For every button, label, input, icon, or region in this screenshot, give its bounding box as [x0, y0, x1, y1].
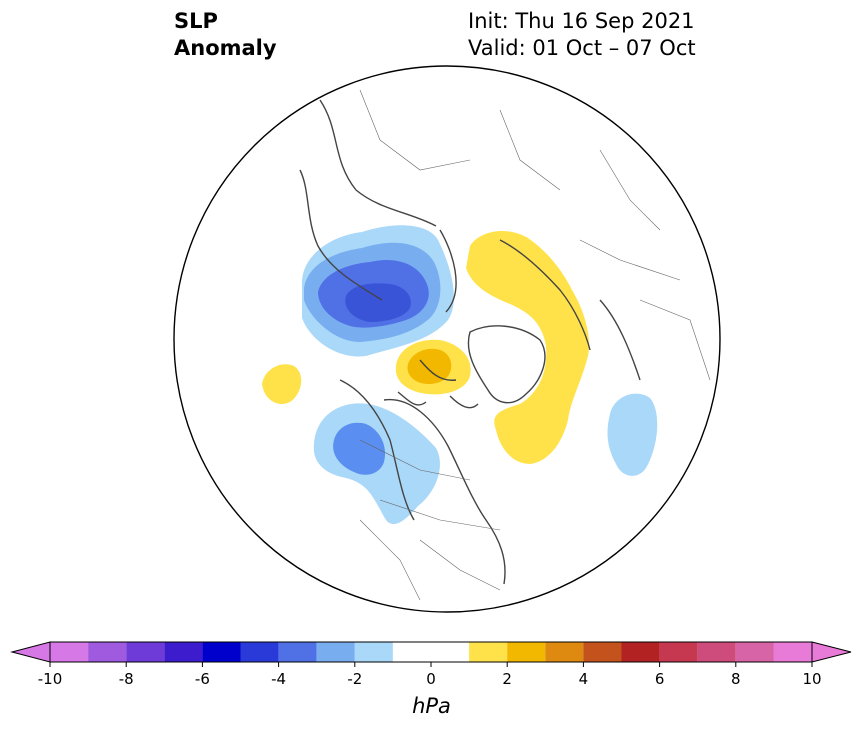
colorbar-tick-label: -10 [38, 670, 63, 688]
colorbar-ticks: -10 -8 -6 -4 -2 0 2 4 6 8 10 [38, 662, 822, 688]
colorbar-tick-label: -6 [195, 670, 210, 688]
title-anomaly: Anomaly [174, 36, 277, 60]
colorbar-bin [697, 642, 736, 662]
colorbar-bin [316, 642, 355, 662]
colorbar-extend-low [10, 641, 51, 663]
colorbar-bin [202, 642, 241, 662]
coastline-arctic-islands [397, 359, 479, 409]
negative-anomaly-atlantic [607, 393, 658, 476]
colorbar-bin [164, 642, 203, 662]
colorbar-tick-label: 6 [655, 670, 665, 688]
colorbar-extend-high [811, 641, 852, 663]
title-slp: SLP [174, 9, 218, 33]
colorbar-bin [240, 642, 279, 662]
colorbar-segments [10, 641, 852, 663]
colorbar-tick-label: 8 [731, 670, 741, 688]
positive-anomaly-pacific [262, 364, 302, 404]
colorbar-bin [50, 642, 89, 662]
colorbar-tick-label: -4 [271, 670, 286, 688]
colorbar-bin [278, 642, 317, 662]
colorbar-tick-label: 2 [502, 670, 512, 688]
colorbar-tick-label: 4 [579, 670, 589, 688]
colorbar: -10 -8 -6 -4 -2 0 2 4 6 8 10 [10, 641, 852, 688]
map-title-right: Init: Thu 16 Sep 2021 Valid: 01 Oct – 07… [468, 8, 696, 62]
colorbar-bin [659, 642, 698, 662]
init-date: Init: Thu 16 Sep 2021 [468, 9, 695, 33]
colorbar-bin [88, 642, 127, 662]
colorbar-bin [583, 642, 622, 662]
colorbar-bin [469, 642, 508, 662]
coastline-asia [299, 99, 457, 313]
colorbar-bin [354, 642, 393, 662]
negative-anomaly-alaska-mid [333, 422, 386, 475]
colorbar-bin [773, 642, 812, 662]
negative-anomaly-siberia-core [345, 283, 411, 322]
coastline-greenland [467, 325, 546, 404]
colorbar-tick-label: 0 [426, 670, 436, 688]
positive-anomaly-scandinavia [466, 231, 590, 464]
anomaly-field [262, 225, 658, 525]
colorbar-bin [735, 642, 774, 662]
map-disk [174, 66, 720, 612]
borders [359, 89, 711, 601]
colorbar-tick-label: 10 [802, 670, 821, 688]
polar-map [173, 65, 721, 613]
positive-anomaly-arctic-core [407, 348, 452, 384]
colorbar-bin [392, 642, 470, 662]
coastline-europe [499, 239, 641, 381]
colorbar-tick-label: -2 [347, 670, 362, 688]
coastlines [299, 99, 641, 585]
valid-range: Valid: 01 Oct – 07 Oct [468, 36, 696, 60]
colorbar-bin [621, 642, 660, 662]
colorbar-bin [545, 642, 584, 662]
map-boundary [173, 65, 721, 613]
colorbar-bin [126, 642, 165, 662]
coastline-north-america [339, 379, 506, 585]
map-title-left: SLP Anomaly [174, 8, 277, 62]
country-borders [359, 89, 711, 601]
colorbar-bin [507, 642, 546, 662]
colorbar-tick-label: -8 [119, 670, 134, 688]
colorbar-unit-label: hPa [412, 694, 451, 718]
